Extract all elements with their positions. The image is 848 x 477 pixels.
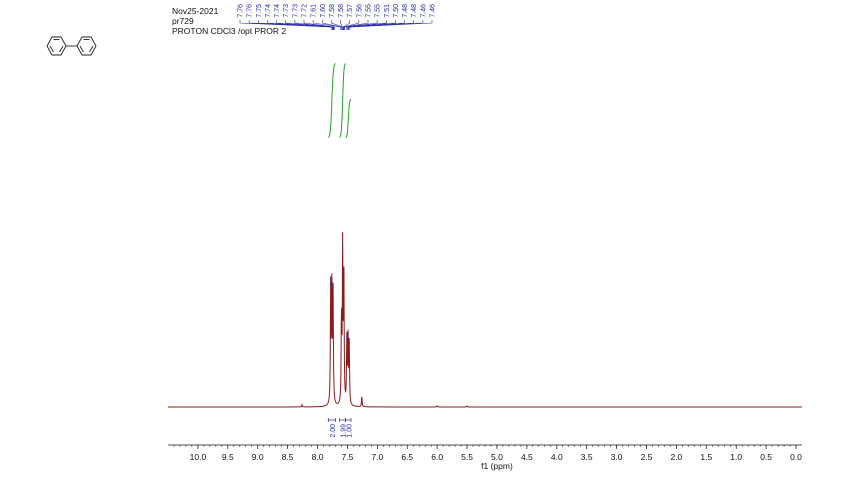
x-tick-label: 10.0: [190, 452, 207, 462]
x-tick-label: 6.0: [431, 452, 443, 462]
spectrum-trace: [168, 232, 802, 408]
x-tick-label: 3.5: [581, 452, 593, 462]
peak-label-connector: [349, 20, 433, 30]
x-tick-label: 2.0: [670, 452, 682, 462]
peak-label: 7.60: [320, 4, 327, 18]
experiment-name: PROTON CDCl3 /opt PROR 2: [172, 26, 287, 36]
peak-label: 7.48: [411, 4, 418, 18]
double-bond: [59, 45, 64, 53]
peak-label: 7.56: [356, 4, 363, 18]
peak-label: 7.75: [256, 4, 263, 18]
acquisition-date: Nov25-2021: [172, 6, 219, 16]
peak-label: 7.74: [265, 4, 272, 18]
integral-value: 1.99: [341, 424, 348, 438]
x-tick-label: 1.5: [700, 452, 712, 462]
spectrum-line: [168, 232, 802, 408]
peak-label: 7.46: [420, 4, 427, 18]
peak-label-connector: [276, 20, 334, 30]
peak-label-connector: [340, 20, 343, 30]
x-axis: 10.0 9.5 9.0 8.5 8.0 7.5 7.0 6.5 6.0 5.5 5.0 4.5 4.0…: [168, 444, 802, 471]
peak-label: 7.46: [430, 4, 437, 18]
x-tick-label: 8.5: [282, 452, 294, 462]
peak-label: 7.55: [375, 4, 382, 18]
peak-label: 7.76: [238, 4, 245, 18]
peak-label-connector: [347, 20, 396, 30]
peak-label: 7.50: [393, 4, 400, 18]
peak-labels: 7.76 7.76 7.75 7.74 7.74 7.73 7.73 7.72 7.61 7.60…: [238, 4, 437, 30]
integral-value: 1.00: [346, 424, 353, 438]
peak-label: 7.48: [402, 4, 409, 18]
integral-curve: [345, 98, 352, 139]
biphenyl-structure: [46, 36, 97, 56]
x-tick-label: 4.0: [551, 452, 563, 462]
peak-label: 7.73: [292, 4, 299, 18]
double-bond: [79, 45, 84, 53]
peak-label: 7.72: [302, 4, 309, 18]
x-tick-label: 4.5: [521, 452, 533, 462]
peak-label: 7.58: [329, 4, 336, 18]
peak-label-connector: [267, 20, 334, 30]
x-tick-label: 9.0: [252, 452, 264, 462]
peak-label-connector: [294, 20, 334, 30]
peak-label-connector: [342, 20, 351, 30]
double-bond: [89, 45, 94, 53]
x-tick-label: 2.5: [641, 452, 653, 462]
phenyl-ring-left: [46, 36, 67, 56]
spectrum-header: Nov25-2021 pr729 PROTON CDCl3 /opt PROR …: [172, 6, 286, 36]
x-tick-label: 9.5: [222, 452, 234, 462]
x-tick-label: 5.0: [491, 452, 503, 462]
peak-label: 7.76: [247, 4, 254, 18]
peak-label-connector: [303, 20, 335, 30]
peak-label: 7.58: [338, 4, 345, 18]
integral-value: 2.00: [330, 424, 337, 438]
peak-label: 7.55: [366, 4, 373, 18]
peak-label: 7.57: [347, 4, 354, 18]
x-tick-label: 6.5: [401, 452, 413, 462]
peak-label: 7.73: [283, 4, 290, 18]
peak-label-connector: [321, 20, 342, 30]
peak-label-connector: [312, 20, 342, 30]
sample-id: pr729: [172, 16, 194, 26]
x-tick-label: 0.0: [790, 452, 802, 462]
x-tick-label: 7.5: [342, 452, 354, 462]
x-tick-label: 1.0: [730, 452, 742, 462]
peak-label-connector: [344, 20, 378, 30]
peak-label: 7.61: [311, 4, 318, 18]
peak-label: 7.51: [384, 4, 391, 18]
integral-curves: [327, 63, 352, 139]
integral-labels: 2.00 1.991.00: [327, 418, 353, 438]
peak-label: 7.74: [274, 4, 281, 18]
x-tick-label: 3.0: [611, 452, 623, 462]
double-bond: [49, 45, 54, 53]
x-axis-label: f1 (ppm): [481, 461, 513, 471]
x-tick-label: 5.5: [461, 452, 473, 462]
peak-label-connector: [346, 20, 387, 30]
x-tick-label: 7.0: [371, 452, 383, 462]
integral-curve: [327, 63, 336, 138]
integral-curve: [339, 63, 347, 138]
peak-label-connector: [343, 20, 360, 30]
x-tick-label: 8.0: [312, 452, 324, 462]
x-tick-label: 0.5: [760, 452, 772, 462]
